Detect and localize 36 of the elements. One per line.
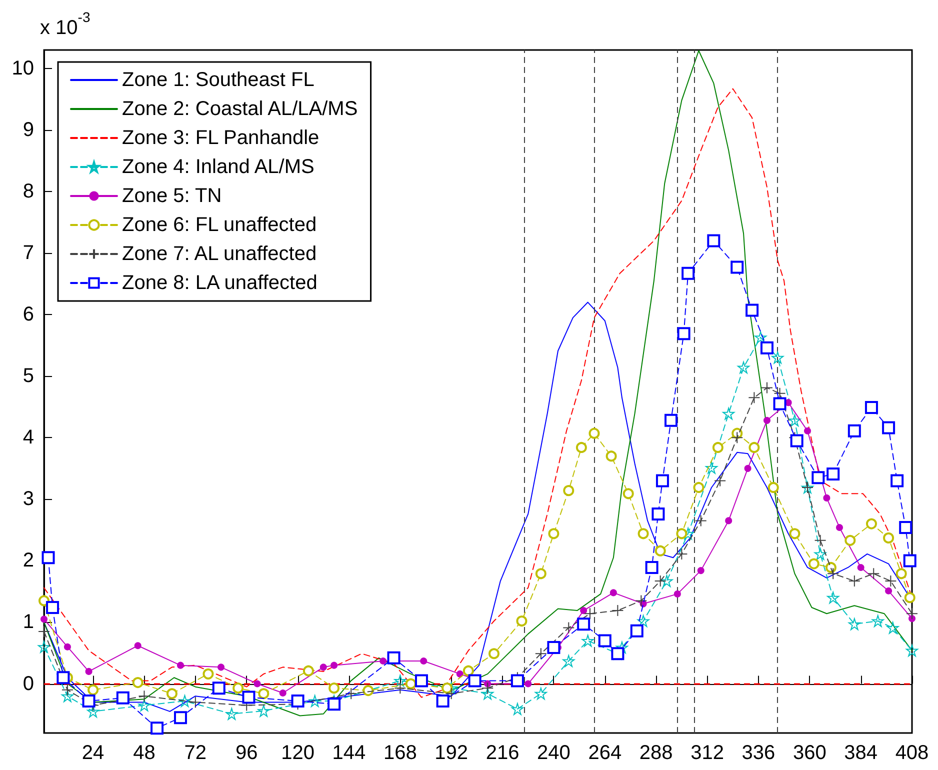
x-tick-label: 336 <box>742 742 776 764</box>
y-tick-label: 4 <box>22 426 34 449</box>
x-tick-label: 72 <box>184 742 207 764</box>
y-tick-label: 9 <box>22 118 34 141</box>
y-tick-label: 10 <box>12 57 34 80</box>
x-tick-label: 48 <box>133 742 156 764</box>
x-tick-label: 144 <box>332 742 366 764</box>
x-tick-label: 168 <box>383 742 417 764</box>
x-tick-label: 360 <box>792 742 826 764</box>
legend-label: Zone 5: TN <box>122 185 222 207</box>
y-tick-label: 5 <box>22 365 34 388</box>
legend-label: Zone 7: AL unaffected <box>122 243 317 265</box>
x-tick-label: 240 <box>537 742 570 764</box>
y-tick-label: 6 <box>22 304 34 326</box>
legend-label: Zone 1: Southeast FL <box>122 69 314 91</box>
legend-label: Zone 8: LA unaffected <box>122 272 318 294</box>
x-tick-label: 312 <box>690 742 724 764</box>
x-tick-label: 96 <box>235 742 258 764</box>
x-tick-label: 216 <box>486 742 520 764</box>
x-tick-label: 264 <box>588 742 622 764</box>
x-tick-label: 288 <box>639 742 673 764</box>
x-tick-label: 384 <box>844 742 878 764</box>
legend-label: Zone 2: Coastal AL/LA/MS <box>122 98 358 120</box>
y-tick-label: 7 <box>22 242 34 264</box>
legend-label: Zone 4: Inland AL/MS <box>122 156 314 178</box>
x-tick-label: 24 <box>82 742 104 764</box>
y-tick-label: 1 <box>22 611 34 634</box>
legend-label: Zone 3: FL Panhandle <box>122 127 320 149</box>
y-tick-label: 3 <box>22 488 34 510</box>
y-tick-label: 0 <box>22 672 34 695</box>
x-tick-label: 120 <box>281 742 314 764</box>
x-tick-label: 408 <box>895 742 929 764</box>
legend-label: Zone 6: FL unaffected <box>122 214 317 236</box>
y-tick-label: 2 <box>22 550 34 572</box>
y-tick-label: 8 <box>22 180 34 203</box>
x-tick-label: 192 <box>434 742 468 764</box>
